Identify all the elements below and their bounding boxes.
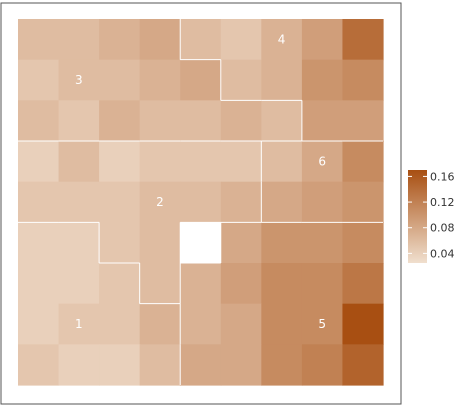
legend-colorbar <box>408 170 427 263</box>
heatmap-cell <box>342 344 384 386</box>
heatmap-cell <box>139 141 181 183</box>
legend-tick-label: 0.12 <box>430 196 455 209</box>
heatmap-cell <box>301 263 344 305</box>
heatmap-cell <box>301 59 344 101</box>
heatmap-cell <box>301 303 344 345</box>
heatmap-cell <box>180 100 222 142</box>
heatmap-cell <box>139 59 181 101</box>
heatmap-cell <box>342 222 384 264</box>
heatmap-cell <box>58 59 100 101</box>
heatmap-cell <box>58 19 100 61</box>
heatmap-cell <box>99 263 141 305</box>
heatmap-cell <box>220 181 262 223</box>
heatmap-cell <box>99 303 141 345</box>
region-labels: 1 2 3 4 5 6 <box>75 32 326 331</box>
heatmap-cell <box>18 222 60 264</box>
heatmap-cell <box>342 100 384 142</box>
heatmap-cell <box>18 263 60 305</box>
heatmap-cell <box>58 263 100 305</box>
heatmap-cell <box>261 19 303 61</box>
heatmap-cell <box>180 59 222 101</box>
heatmap-cell <box>99 141 141 183</box>
heatmap-cell <box>301 19 344 61</box>
heatmap-cell <box>220 19 262 61</box>
region-label-6: 6 <box>318 154 326 168</box>
heatmap-cell <box>99 59 141 101</box>
heatmap-cell <box>261 181 303 223</box>
heatmap-cell <box>342 19 384 61</box>
heatmap-cell <box>301 344 344 386</box>
heatmap-cell <box>180 303 222 345</box>
heatmap-cells <box>18 19 384 386</box>
heatmap-cell <box>220 141 262 183</box>
heatmap-cell <box>301 100 344 142</box>
heatmap-cell <box>261 344 303 386</box>
color-legend: 0.04 0.08 0.12 0.16 <box>408 170 455 263</box>
region-label-3: 3 <box>75 73 83 87</box>
heatmap-cell <box>99 181 141 223</box>
region-label-4: 4 <box>278 32 286 46</box>
heatmap-cell <box>99 344 141 386</box>
heatmap-cell-missing <box>180 222 222 264</box>
heatmap-cell <box>342 59 384 101</box>
heatmap-cell <box>342 303 384 345</box>
region-borders <box>18 19 383 385</box>
heatmap-cell <box>58 344 100 386</box>
heatmap-cell <box>220 263 262 305</box>
heatmap-cell <box>261 100 303 142</box>
heatmap-cell <box>139 100 181 142</box>
region-label-2: 2 <box>156 195 164 209</box>
heatmap-cell <box>220 100 262 142</box>
legend-ticks: 0.04 0.08 0.12 0.16 <box>408 170 455 260</box>
legend-tick-label: 0.16 <box>430 170 455 183</box>
heatmap-cell <box>261 59 303 101</box>
heatmap-cell <box>180 141 222 183</box>
heatmap-cell <box>220 222 262 264</box>
heatmap-cell <box>342 181 384 223</box>
heatmap-cell <box>18 344 60 386</box>
region-label-1: 1 <box>75 317 83 331</box>
legend-tick-label: 0.04 <box>430 247 455 260</box>
heatmap-cell <box>58 100 100 142</box>
heatmap-cell <box>139 303 181 345</box>
heatmap-cell <box>301 141 344 183</box>
heatmap-cell <box>99 100 141 142</box>
plot-frame <box>0 2 402 405</box>
heatmap-cell <box>58 303 100 345</box>
heatmap-cell <box>261 222 303 264</box>
heatmap-cell <box>58 181 100 223</box>
heatmap-cell <box>139 344 181 386</box>
heatmap-cell <box>58 222 100 264</box>
heatmap-cell <box>220 59 262 101</box>
heatmap-cell <box>301 222 344 264</box>
heatmap-cell <box>180 263 222 305</box>
heatmap-cell <box>261 303 303 345</box>
heatmap-cell <box>261 263 303 305</box>
legend-tick-label: 0.08 <box>430 222 455 235</box>
heatmap-cell <box>261 141 303 183</box>
heatmap-cell <box>220 303 262 345</box>
heatmap-cell <box>99 222 141 264</box>
heatmap-cell <box>18 19 60 61</box>
heatmap-cell <box>139 19 181 61</box>
heatmap-cell <box>342 141 384 183</box>
heatmap-cell <box>220 344 262 386</box>
heatmap-cell <box>18 100 60 142</box>
heatmap-cell <box>342 263 384 305</box>
heatmap-cell <box>18 181 60 223</box>
heatmap-cell <box>180 344 222 386</box>
heatmap-cell <box>139 263 181 305</box>
region-label-5: 5 <box>318 317 326 331</box>
heatmap-cell <box>99 19 141 61</box>
heatmap-cell <box>58 141 100 183</box>
heatmap-cell <box>139 181 181 223</box>
heatmap-cell <box>18 303 60 345</box>
heatmap-cell <box>180 19 222 61</box>
heatmap-cell <box>18 141 60 183</box>
heatmap-cell <box>301 181 344 223</box>
heatmap-cell <box>139 222 181 264</box>
heatmap-cell <box>18 59 60 101</box>
heatmap-cell <box>180 181 222 223</box>
